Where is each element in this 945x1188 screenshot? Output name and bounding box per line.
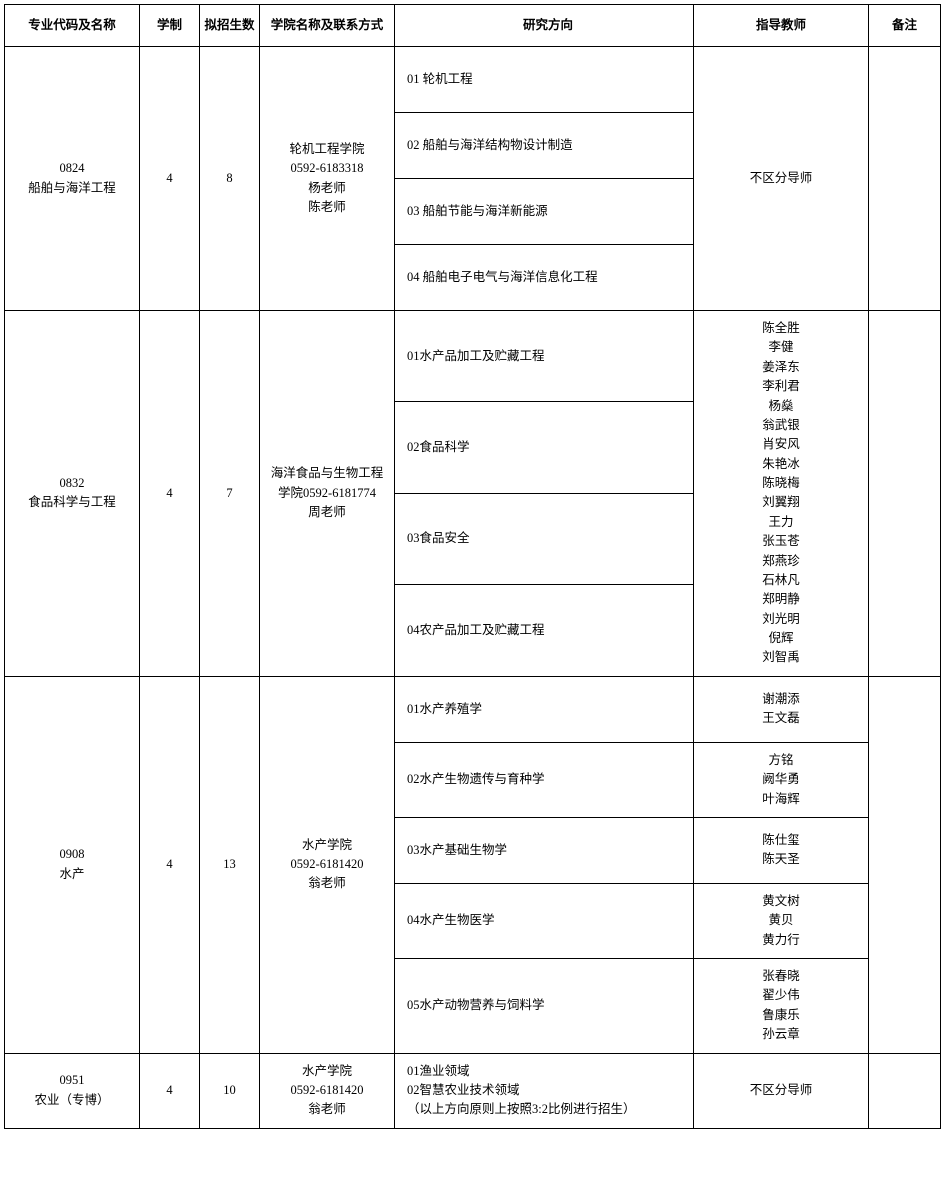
cell-direction: 04水产生物医学 [395,883,694,958]
header-quota: 拟招生数 [200,5,260,47]
cell-remark [869,676,941,1053]
table-row: 0824 船舶与海洋工程48轮机工程学院 0592-6183318 杨老师 陈老… [5,47,941,113]
cell-college: 轮机工程学院 0592-6183318 杨老师 陈老师 [260,47,395,311]
header-college: 学院名称及联系方式 [260,5,395,47]
cell-direction: 03水产基础生物学 [395,817,694,883]
cell-remark [869,47,941,311]
cell-advisor: 陈仕玺 陈天圣 [694,817,869,883]
cell-system: 4 [140,1053,200,1128]
table-row: 0832 食品科学与工程47海洋食品与生物工程 学院0592-6181774 周… [5,311,941,402]
cell-advisor: 谢潮添 王文磊 [694,676,869,742]
table-row: 0951 农业（专博）410水产学院 0592-6181420 翁老师01渔业领… [5,1053,941,1128]
cell-system: 4 [140,311,200,677]
header-system: 学制 [140,5,200,47]
cell-college: 海洋食品与生物工程 学院0592-6181774 周老师 [260,311,395,677]
header-code: 专业代码及名称 [5,5,140,47]
cell-advisor-merged: 不区分导师 [694,1053,869,1128]
cell-direction: 02 船舶与海洋结构物设计制造 [395,113,694,179]
cell-direction: 05水产动物营养与饲料学 [395,959,694,1054]
cell-direction: 01 轮机工程 [395,47,694,113]
cell-direction: 04农产品加工及贮藏工程 [395,585,694,676]
cell-major-code: 0908 水产 [5,676,140,1053]
cell-direction: 01水产养殖学 [395,676,694,742]
cell-direction: 03 船舶节能与海洋新能源 [395,179,694,245]
cell-major-code: 0832 食品科学与工程 [5,311,140,677]
header-direction: 研究方向 [395,5,694,47]
header-row: 专业代码及名称 学制 拟招生数 学院名称及联系方式 研究方向 指导教师 备注 [5,5,941,47]
cell-major-code: 0824 船舶与海洋工程 [5,47,140,311]
header-advisor: 指导教师 [694,5,869,47]
cell-quota: 10 [200,1053,260,1128]
cell-direction: 03食品安全 [395,493,694,584]
admissions-table: 专业代码及名称 学制 拟招生数 学院名称及联系方式 研究方向 指导教师 备注 0… [4,4,941,1129]
cell-major-code: 0951 农业（专博） [5,1053,140,1128]
cell-quota: 13 [200,676,260,1053]
cell-college: 水产学院 0592-6181420 翁老师 [260,676,395,1053]
cell-advisor-merged: 不区分导师 [694,47,869,311]
cell-direction: 01水产品加工及贮藏工程 [395,311,694,402]
table-row: 0908 水产413水产学院 0592-6181420 翁老师01水产养殖学谢潮… [5,676,941,742]
cell-direction: 01渔业领域 02智慧农业技术领域 （以上方向原则上按照3:2比例进行招生） [395,1053,694,1128]
cell-direction: 04 船舶电子电气与海洋信息化工程 [395,245,694,311]
cell-system: 4 [140,676,200,1053]
cell-direction: 02水产生物遗传与育种学 [395,742,694,817]
cell-advisor-merged: 陈全胜 李健 姜泽东 李利君 杨燊 翁武银 肖安风 朱艳冰 陈晓梅 刘翼翔 王力… [694,311,869,677]
cell-college: 水产学院 0592-6181420 翁老师 [260,1053,395,1128]
cell-advisor: 张春晓 翟少伟 鲁康乐 孙云章 [694,959,869,1054]
cell-direction: 02食品科学 [395,402,694,493]
cell-quota: 8 [200,47,260,311]
cell-quota: 7 [200,311,260,677]
header-remark: 备注 [869,5,941,47]
cell-remark [869,311,941,677]
cell-advisor: 黄文树 黄贝 黄力行 [694,883,869,958]
cell-system: 4 [140,47,200,311]
cell-remark [869,1053,941,1128]
cell-advisor: 方铭 阙华勇 叶海辉 [694,742,869,817]
table-body: 0824 船舶与海洋工程48轮机工程学院 0592-6183318 杨老师 陈老… [5,47,941,1129]
